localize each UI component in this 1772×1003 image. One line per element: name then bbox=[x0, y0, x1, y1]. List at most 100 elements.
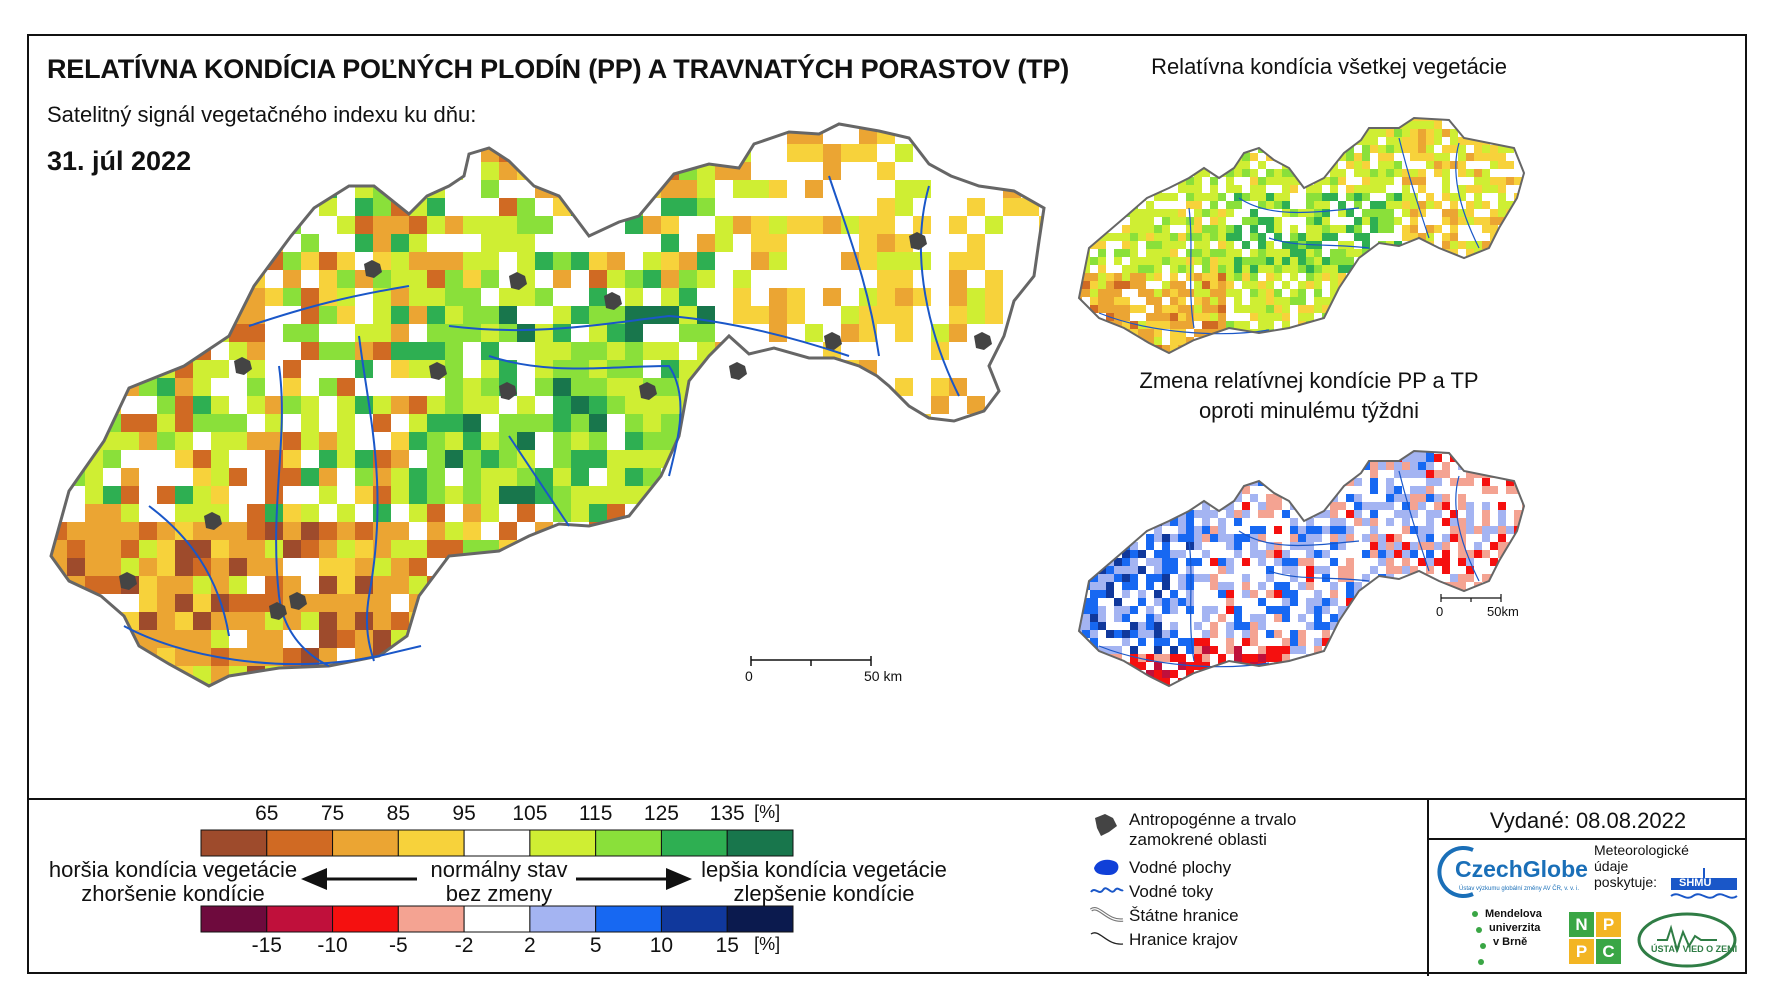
shmu-logo-text: SHMÚ bbox=[1679, 877, 1712, 889]
meteo-text-3: poskytuje: bbox=[1594, 874, 1658, 890]
urban-area bbox=[639, 382, 657, 400]
legend-area: horšia kondícia vegetácie zhoršenie kond… bbox=[29, 798, 1745, 976]
condition-swatch bbox=[332, 829, 399, 857]
nppc-letter: P bbox=[1569, 939, 1594, 964]
right-arrow-icon bbox=[576, 868, 692, 890]
key-water-bodies: Vodné plochy bbox=[1129, 858, 1232, 877]
czechglobe-logo-text: CzechGlobe bbox=[1455, 856, 1588, 882]
condition-tick-label: 105 bbox=[512, 802, 548, 825]
nppc-letter: P bbox=[1596, 912, 1621, 937]
condition-swatch bbox=[660, 829, 728, 857]
condition-tick-label: 85 bbox=[386, 802, 410, 825]
page-title: RELATÍVNA KONDÍCIA POĽNÝCH PLODÍN (PP) A… bbox=[47, 54, 1070, 84]
river-line bbox=[448, 314, 850, 357]
condition-swatch bbox=[463, 829, 531, 857]
condition-tick-label: 95 bbox=[452, 802, 476, 825]
uvz-logo: ÚSTAV VIED O ZEMI bbox=[1637, 910, 1741, 970]
change-tick-label: -5 bbox=[388, 934, 408, 957]
inset-change-map bbox=[1079, 451, 1524, 686]
condition-swatch bbox=[529, 829, 597, 857]
right-note-line2: zlepšenie kondície bbox=[733, 881, 915, 906]
nppc-letter: N bbox=[1569, 912, 1594, 937]
condition-tick-label: 65 bbox=[255, 802, 279, 825]
change-tick-label: 5 bbox=[589, 934, 602, 957]
issued-date: Vydané: 08.08.2022 bbox=[1489, 808, 1687, 833]
region-border-icon bbox=[1090, 932, 1124, 945]
river-line bbox=[358, 335, 379, 662]
inset-all-vegetation-title: Relatívna kondícia všetkej vegetácie bbox=[1151, 54, 1507, 79]
urban-area bbox=[509, 272, 527, 290]
shmu-logo: SHMÚ bbox=[1669, 868, 1739, 902]
condition-color-bar bbox=[200, 829, 794, 857]
left-arrow-icon bbox=[301, 868, 417, 890]
left-note-line1: horšia kondícia vegetácie bbox=[48, 857, 298, 882]
mendel-text-2: univerzita bbox=[1489, 922, 1541, 934]
change-swatch bbox=[397, 905, 465, 933]
urban-area bbox=[604, 292, 622, 310]
urban-area bbox=[364, 260, 382, 278]
change-swatch bbox=[529, 905, 597, 933]
left-note-line2: zhoršenie kondície bbox=[81, 881, 265, 906]
change-tick-label: 2 bbox=[524, 934, 536, 957]
divider-horizontal bbox=[1427, 838, 1745, 840]
river-line bbox=[919, 185, 960, 397]
urban-area bbox=[429, 362, 447, 380]
key-rivers: Vodné toky bbox=[1129, 882, 1214, 901]
meteo-text-2: údaje bbox=[1594, 858, 1629, 874]
nppc-letter: C bbox=[1596, 939, 1621, 964]
mendel-logo: Mendelova univerzita v Brně bbox=[1469, 908, 1559, 968]
change-tick-label: -2 bbox=[454, 934, 474, 957]
urban-area bbox=[269, 602, 287, 620]
figure-frame: RELATÍVNA KONDÍCIA POĽNÝCH PLODÍN (PP) A… bbox=[27, 34, 1747, 976]
condition-swatch bbox=[726, 829, 794, 857]
change-swatch bbox=[463, 905, 531, 933]
change-swatch bbox=[660, 905, 728, 933]
condition-swatch bbox=[595, 829, 662, 857]
urban-area bbox=[204, 512, 222, 530]
river-line bbox=[488, 355, 682, 477]
mendel-text-3: v Brně bbox=[1493, 936, 1528, 948]
change-swatch bbox=[200, 905, 268, 933]
urban-area bbox=[824, 332, 842, 350]
date-label: 31. júl 2022 bbox=[47, 146, 192, 176]
urban-area bbox=[974, 332, 992, 350]
inset-scale-end: 50km bbox=[1487, 604, 1519, 619]
river-line bbox=[148, 505, 230, 637]
inset-scale-zero: 0 bbox=[1436, 604, 1444, 619]
change-swatch bbox=[595, 905, 662, 933]
right-note-line1: lepšia kondícia vegetácie bbox=[701, 857, 947, 882]
meteo-text-1: Meteorologické bbox=[1594, 842, 1689, 858]
river-line bbox=[508, 435, 570, 527]
urban-area bbox=[499, 382, 517, 400]
main-scale-end: 50 km bbox=[864, 668, 903, 684]
change-tick-label: 15 bbox=[715, 934, 739, 957]
river-line bbox=[248, 285, 410, 327]
change-swatch bbox=[332, 905, 399, 933]
river-line bbox=[828, 175, 880, 357]
condition-tick-label: 135 bbox=[709, 802, 745, 825]
inset-scale-bar bbox=[1440, 594, 1502, 602]
condition-swatch bbox=[200, 829, 268, 857]
change-swatch bbox=[266, 905, 334, 933]
change-tick-label: [%] bbox=[754, 934, 781, 954]
map-area: RELATÍVNA KONDÍCIA POĽNÝCH PLODÍN (PP) A… bbox=[29, 36, 1745, 796]
main-condition-map bbox=[49, 122, 1046, 688]
czechglobe-logo-subtext: Ústav výzkumu globální změny AV ČR, v. v… bbox=[1459, 886, 1580, 892]
czechglobe-logo: CzechGlobe Ústav výzkumu globální změny … bbox=[1437, 844, 1588, 904]
subtitle: Satelitný signál vegetačného indexu ku d… bbox=[47, 102, 477, 127]
urban-area bbox=[234, 357, 252, 375]
condition-tick-label: 75 bbox=[320, 802, 345, 825]
inset-all-vegetation-map bbox=[1079, 118, 1524, 353]
urban-area bbox=[289, 592, 307, 610]
condition-swatch bbox=[266, 829, 334, 857]
river-line bbox=[123, 625, 422, 666]
key-region-border: Hranice krajov bbox=[1129, 930, 1238, 949]
inset-change-title-2: oproti minulému týždni bbox=[1198, 398, 1420, 423]
key-anthropogenic: Antropogénne a trvalo zamokrené oblasti bbox=[1129, 810, 1297, 849]
change-tick-label: 10 bbox=[649, 934, 674, 957]
main-scale-zero: 0 bbox=[745, 668, 753, 684]
key-state-border: Štátne hranice bbox=[1129, 906, 1239, 925]
uvz-logo-text: ÚSTAV VIED O ZEMI bbox=[1651, 944, 1738, 954]
change-swatch bbox=[726, 905, 794, 933]
